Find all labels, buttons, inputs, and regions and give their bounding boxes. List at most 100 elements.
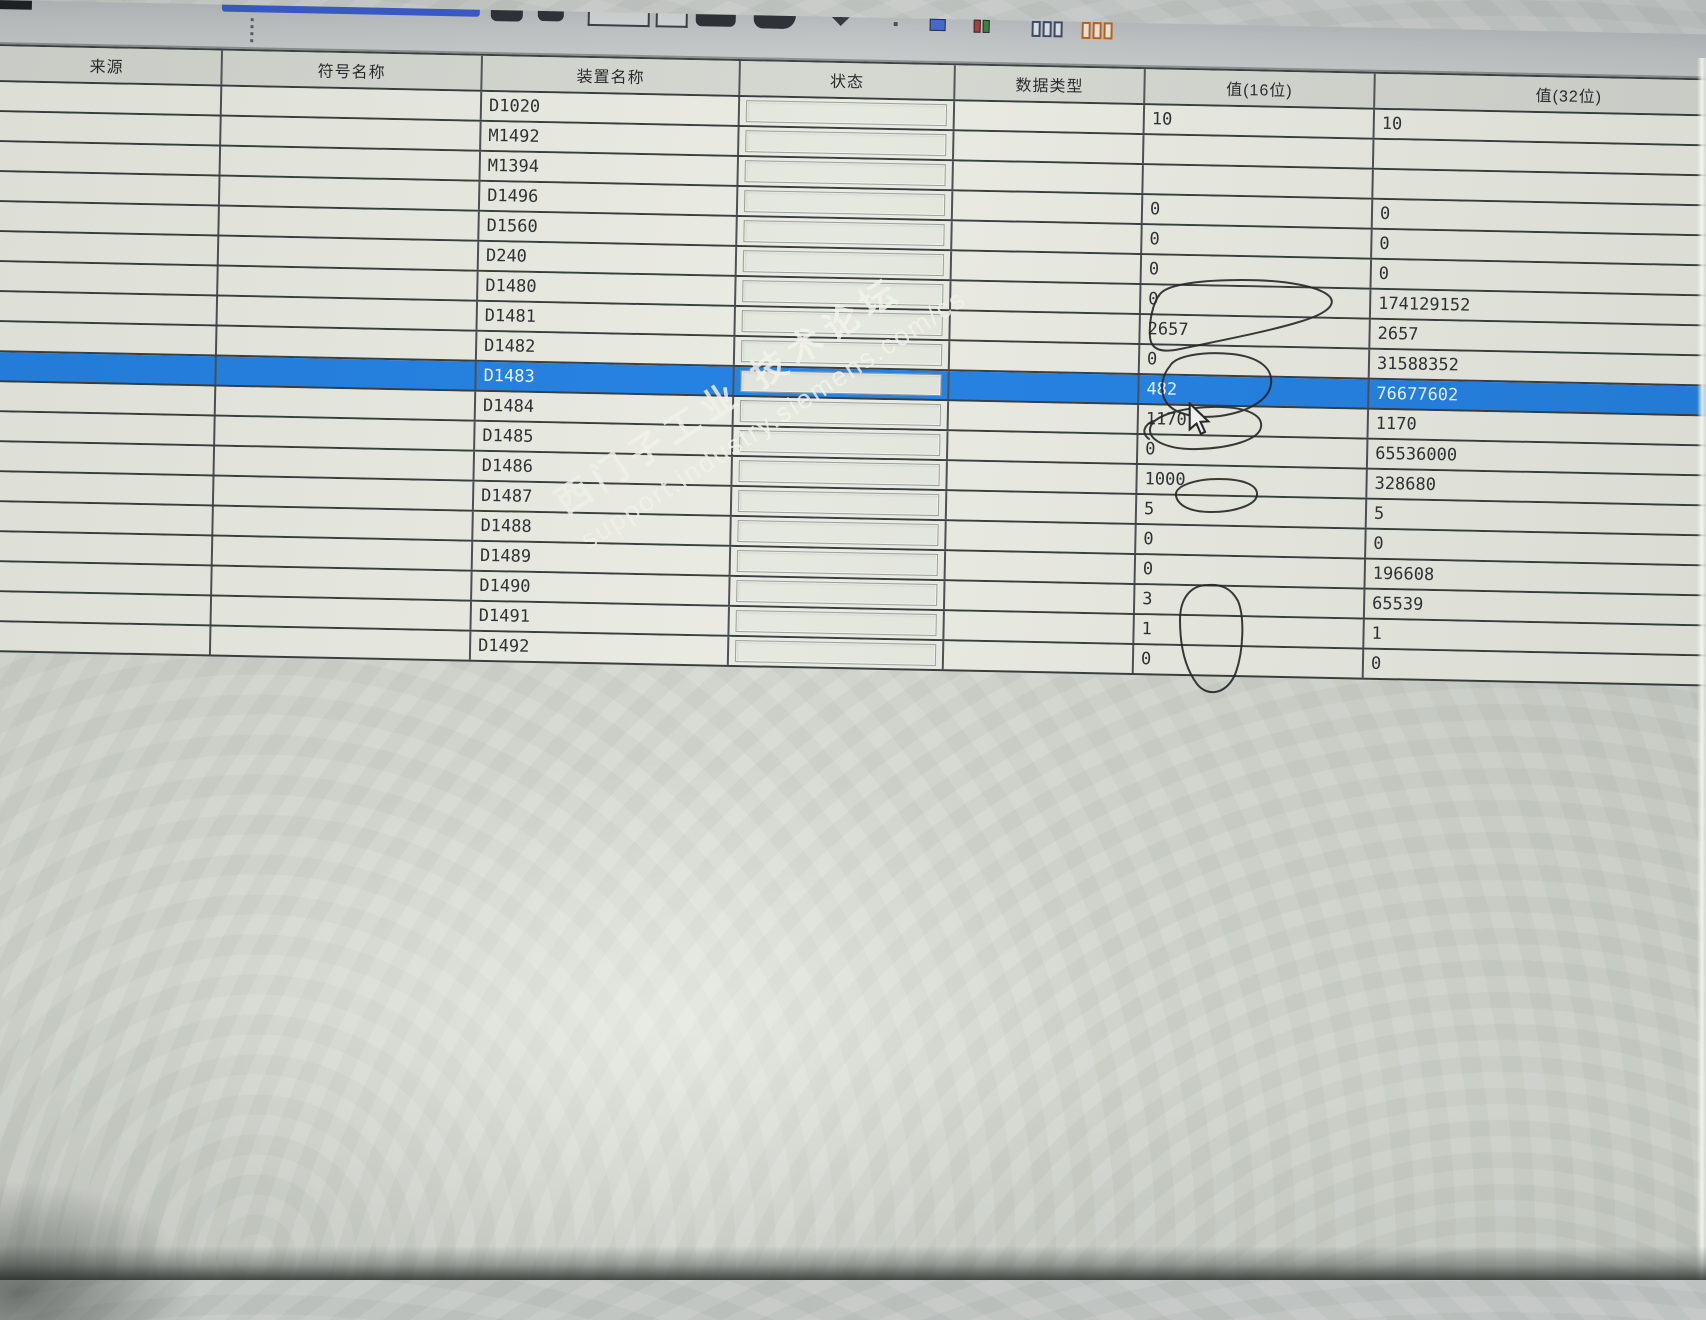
watch-table: 来源 符号名称 装置名称 状态 数据类型 值(16位) 值(32位) D1020… bbox=[0, 43, 1706, 688]
data-type-cell bbox=[951, 251, 1143, 284]
toolbar-grip-handle[interactable] bbox=[250, 18, 255, 48]
corner-shadow bbox=[0, 1180, 200, 1320]
source-cell bbox=[0, 471, 215, 505]
value16-cell: 5 bbox=[1136, 495, 1368, 528]
device-name-cell: D1020 bbox=[481, 91, 741, 125]
source-cell bbox=[0, 231, 220, 265]
data-type-cell bbox=[950, 281, 1142, 314]
device-name-cell: D1487 bbox=[473, 481, 733, 515]
status-input-box[interactable] bbox=[739, 400, 942, 427]
status-cell bbox=[728, 636, 945, 670]
status-input-box[interactable] bbox=[743, 190, 946, 217]
column-header-data-type[interactable]: 数据类型 bbox=[955, 65, 1146, 104]
device-name-cell: D1491 bbox=[471, 601, 730, 635]
source-cell bbox=[0, 381, 217, 415]
rg-bars-icon[interactable] bbox=[973, 19, 990, 33]
symbol-name-cell bbox=[220, 146, 482, 180]
source-cell bbox=[0, 171, 221, 205]
status-input-box[interactable] bbox=[736, 580, 938, 607]
status-input-box[interactable] bbox=[736, 550, 939, 577]
source-cell bbox=[0, 501, 214, 535]
status-input-box[interactable] bbox=[742, 280, 944, 307]
symbol-name-cell bbox=[219, 206, 480, 240]
source-cell bbox=[0, 141, 222, 175]
status-input-box[interactable] bbox=[743, 220, 945, 247]
value16-cell: 0 bbox=[1140, 285, 1372, 318]
column-header-value32[interactable]: 值(32位) bbox=[1535, 87, 1603, 107]
toolbar-button-icon[interactable] bbox=[695, 14, 736, 27]
value16-cell: 0 bbox=[1135, 555, 1367, 588]
dropdown-arrow-icon[interactable] bbox=[832, 17, 850, 26]
data-type-cell bbox=[946, 491, 1138, 524]
source-cell bbox=[0, 291, 219, 325]
search-icon[interactable] bbox=[753, 15, 796, 30]
status-input-box[interactable] bbox=[741, 310, 943, 337]
device-memory-orange-icon[interactable] bbox=[1081, 21, 1113, 40]
symbol-name-cell bbox=[210, 626, 472, 660]
status-cell bbox=[733, 426, 949, 460]
symbol-name-cell bbox=[215, 386, 477, 420]
source-cell bbox=[0, 531, 214, 565]
status-input-box[interactable] bbox=[742, 250, 945, 277]
column-header-device-name[interactable]: 装置名称 bbox=[482, 55, 741, 95]
column-header-value16[interactable]: 值(16位) bbox=[1145, 69, 1376, 108]
status-input-box[interactable] bbox=[744, 160, 946, 187]
symbol-name-cell bbox=[212, 536, 474, 570]
toolbar-button-icon[interactable] bbox=[537, 10, 564, 22]
status-input-box[interactable] bbox=[738, 460, 940, 487]
data-type-cell bbox=[948, 401, 1140, 434]
toolbar-dropdown[interactable] bbox=[655, 13, 688, 28]
device-name-cell: D1480 bbox=[478, 271, 737, 305]
source-cell bbox=[0, 201, 220, 235]
status-input-box[interactable] bbox=[745, 130, 947, 157]
source-cell bbox=[0, 441, 216, 475]
status-input-box[interactable] bbox=[740, 340, 943, 367]
data-type-cell bbox=[954, 101, 1146, 134]
status-cell bbox=[729, 606, 945, 640]
value16-cell: 1000 bbox=[1137, 465, 1368, 498]
toolbar-button-icon[interactable] bbox=[929, 18, 946, 32]
column-header-status[interactable]: 状态 bbox=[740, 61, 956, 100]
data-type-cell bbox=[953, 161, 1144, 194]
status-cell bbox=[734, 366, 950, 400]
data-type-cell bbox=[945, 551, 1137, 584]
status-cell bbox=[737, 186, 954, 220]
device-name-cell: D1482 bbox=[476, 331, 736, 365]
status-cell bbox=[732, 456, 948, 490]
status-input-box[interactable] bbox=[740, 370, 942, 397]
data-type-cell bbox=[953, 131, 1145, 164]
bottom-bezel-shadow bbox=[0, 1246, 1706, 1280]
device-name-cell: D1483 bbox=[476, 361, 735, 395]
status-input-box[interactable] bbox=[735, 610, 937, 637]
source-cell bbox=[0, 351, 217, 385]
value16-cell: 0 bbox=[1137, 435, 1369, 468]
device-memory-blue-icon[interactable] bbox=[1031, 20, 1063, 38]
column-header-symbol-name[interactable]: 符号名称 bbox=[222, 50, 483, 90]
data-type-cell bbox=[944, 611, 1135, 644]
value16-cell: 0 bbox=[1142, 225, 1373, 258]
status-cell bbox=[737, 216, 953, 250]
device-name-cell: D1492 bbox=[470, 631, 730, 665]
status-cell bbox=[730, 576, 946, 610]
status-cell bbox=[739, 126, 955, 160]
toolbar-combobox[interactable] bbox=[587, 11, 650, 28]
toolbar-button-icon[interactable] bbox=[490, 9, 523, 22]
status-cell bbox=[736, 276, 952, 310]
source-cell bbox=[0, 261, 219, 295]
device-name-cell: D1486 bbox=[474, 451, 733, 485]
symbol-name-cell bbox=[216, 356, 477, 390]
status-input-box[interactable] bbox=[745, 100, 948, 127]
data-type-cell bbox=[944, 581, 1136, 614]
device-name-cell: M1492 bbox=[481, 121, 740, 155]
value16-cell bbox=[1143, 135, 1375, 168]
data-type-cell bbox=[952, 191, 1144, 224]
status-input-box[interactable] bbox=[737, 520, 939, 547]
symbol-name-cell bbox=[221, 86, 483, 120]
device-name-cell: D1481 bbox=[477, 301, 736, 335]
value16-cell: 1170 bbox=[1138, 405, 1370, 438]
status-input-box[interactable] bbox=[737, 490, 940, 517]
column-header-source[interactable]: 来源 bbox=[0, 45, 224, 85]
status-input-box[interactable] bbox=[734, 640, 937, 667]
device-name-cell: D1488 bbox=[473, 511, 732, 545]
status-input-box[interactable] bbox=[739, 430, 941, 457]
